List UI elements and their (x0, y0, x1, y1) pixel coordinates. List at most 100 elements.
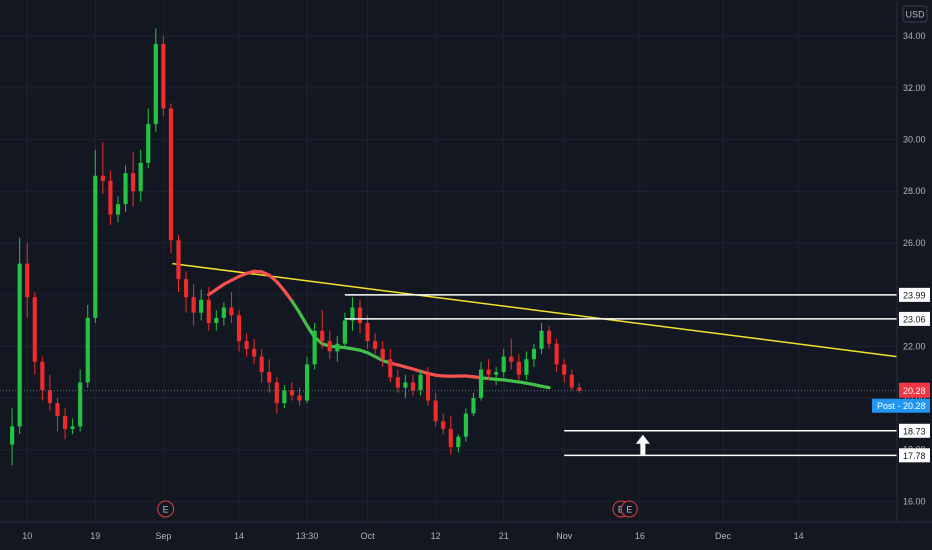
candle-body (433, 400, 438, 422)
time-tick-label: 16 (635, 531, 645, 541)
candle-body (131, 173, 136, 192)
candle-body (32, 297, 37, 362)
moving-average-segment (539, 384, 551, 390)
candle-body (244, 341, 249, 349)
candle-body (456, 436, 461, 448)
currency-label: USD (905, 10, 925, 20)
price-tick-label: 20.00 (903, 393, 926, 403)
candle-body (252, 348, 257, 357)
earnings-marks-layer: EEE (157, 500, 638, 518)
earnings-mark-letter: E (626, 505, 632, 515)
price-tick-label: 34.00 (903, 31, 926, 41)
price-tick-label: 22.00 (903, 341, 926, 351)
candle-body (501, 356, 506, 373)
moving-average-segment (297, 311, 309, 328)
candle-body (463, 413, 468, 437)
candle-body (85, 317, 90, 383)
current-price-tag-label: 20.28 (903, 386, 926, 396)
candle-body (199, 299, 204, 313)
candle-body (168, 108, 174, 241)
candle-body (418, 374, 423, 391)
candle-body (55, 403, 60, 417)
candle-body (78, 382, 83, 427)
post-market-tag (872, 398, 930, 413)
price-level-tag (899, 287, 930, 302)
price-tick-label: 16.00 (903, 496, 926, 506)
candle-body (282, 390, 287, 404)
earnings-mark (157, 500, 175, 518)
earnings-mark (620, 500, 638, 518)
candle-body (327, 341, 332, 352)
candle-body (516, 361, 521, 375)
candle-body (17, 263, 22, 427)
candle-body (259, 356, 264, 373)
candle-body (531, 348, 537, 360)
candle-body (304, 364, 310, 401)
candle-body (547, 330, 552, 344)
candle-body (539, 330, 544, 349)
candle-body (214, 317, 219, 324)
price-level-tag-label: 23.99 (903, 290, 926, 300)
candle-body (93, 175, 98, 318)
arrow-up-icon (635, 434, 650, 455)
candle-body (562, 364, 567, 375)
time-tick-label: 13:30 (296, 531, 319, 541)
candle-body (395, 377, 400, 388)
moving-average-segment (267, 273, 279, 284)
candle-body (70, 426, 75, 429)
candle-body (123, 173, 128, 205)
candle-body (494, 372, 499, 375)
candle-body (410, 382, 416, 391)
time-tick-label: 19 (90, 531, 100, 541)
candle-body (25, 263, 30, 298)
candle-body (373, 341, 378, 349)
time-tick-label: Oct (361, 531, 376, 541)
candle-body (524, 359, 529, 375)
moving-average-segment (282, 289, 294, 303)
candle-body (191, 297, 196, 313)
candle-body (312, 330, 317, 365)
moving-average-segment (290, 299, 302, 315)
price-level-tag-label: 23.06 (903, 314, 926, 324)
candle-body (365, 323, 370, 342)
price-tick-label: 30.00 (903, 135, 926, 145)
candle-body (425, 374, 431, 401)
price-tick-label: 32.00 (903, 83, 926, 93)
candle-body (236, 315, 242, 342)
candle-body (62, 416, 68, 429)
price-tags: 23.99 23.06 18.73 17.78 20.28 Post - 20.28 (872, 287, 930, 463)
candle-body (153, 43, 158, 125)
grid-lines (0, 0, 897, 522)
current-price-tag (899, 382, 930, 398)
candle-body (138, 162, 143, 192)
time-tick-label: Sep (155, 531, 171, 541)
candle-body (342, 320, 347, 344)
candle-body (320, 330, 325, 342)
time-tick-label: 12 (431, 531, 441, 541)
candle-body (221, 307, 226, 318)
earnings-mark-letter: E (163, 505, 169, 515)
candle-body (161, 43, 166, 109)
moving-average-segment (275, 280, 286, 293)
candle-body (274, 382, 279, 404)
candle-body (569, 374, 574, 388)
candle-body (289, 390, 295, 396)
time-tick-label: 21 (499, 531, 509, 541)
currency-button[interactable]: USD (902, 5, 928, 23)
price-level-tag (899, 311, 930, 326)
price-levels-layer (0, 294, 897, 457)
candle-body (380, 348, 385, 360)
candle-body (176, 240, 181, 280)
candle-body (229, 307, 234, 316)
trendline-layer (172, 262, 898, 358)
candle-body (206, 299, 211, 324)
post-market-tag-label: Post - 20.28 (877, 401, 926, 411)
time-tick-label: 14 (234, 531, 244, 541)
candle-body (40, 361, 45, 391)
price-level-tag (899, 423, 930, 438)
candle-body (350, 307, 355, 321)
time-axis[interactable]: 10 19 Sep 14 13:30 Oct 12 21 Nov 16 Dec 14 (22, 531, 803, 541)
candle-body (577, 387, 582, 391)
candle-body (357, 307, 363, 324)
